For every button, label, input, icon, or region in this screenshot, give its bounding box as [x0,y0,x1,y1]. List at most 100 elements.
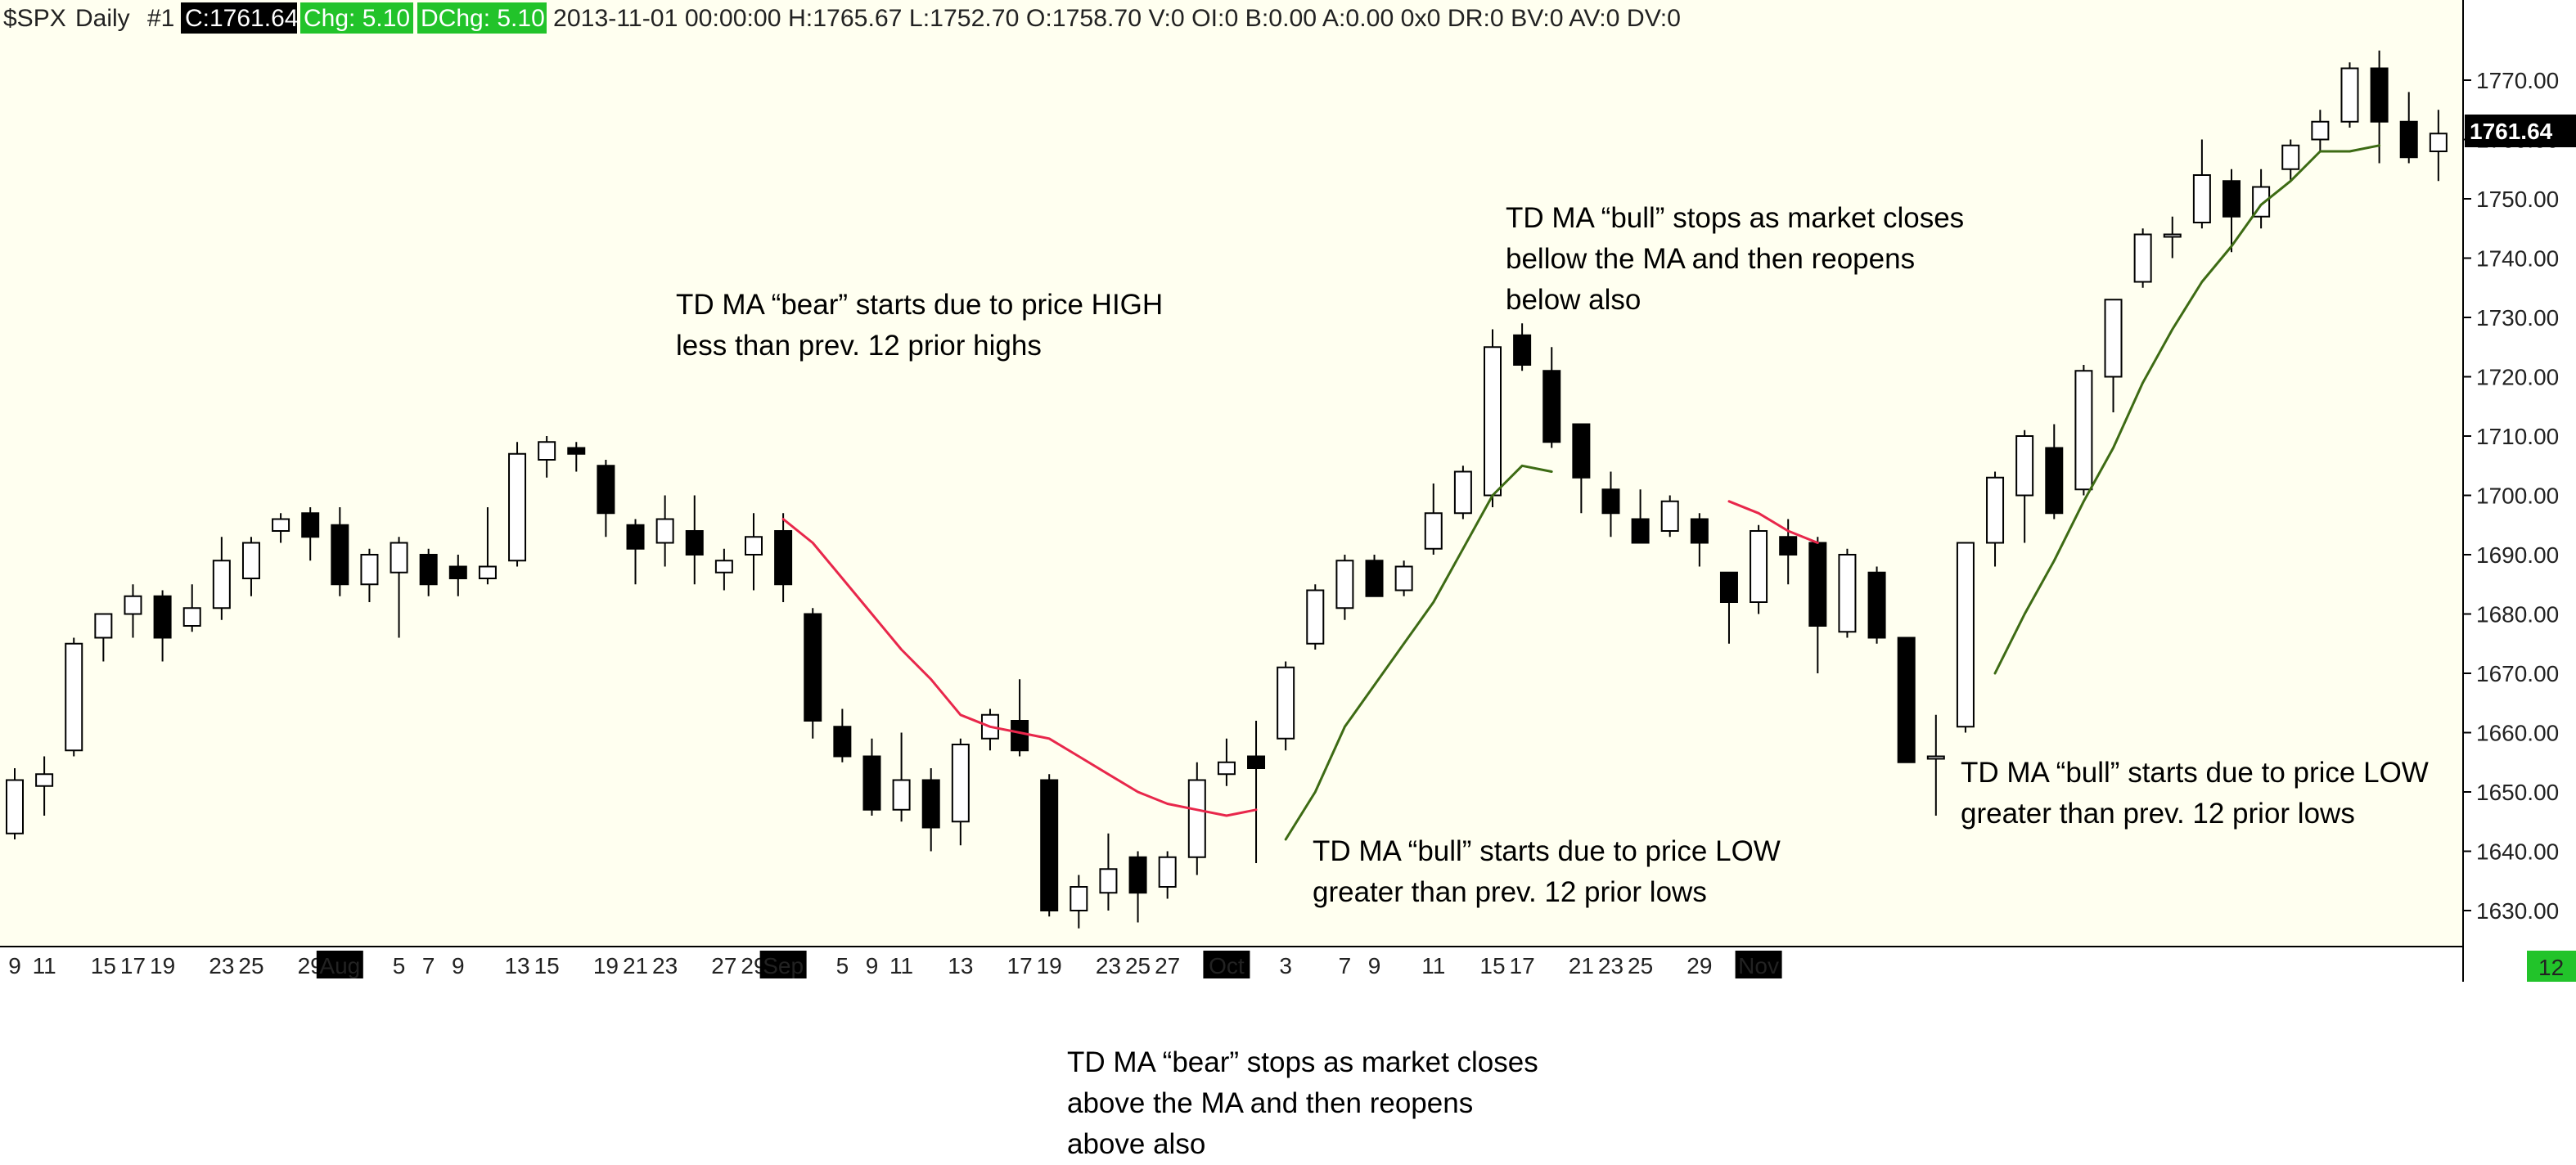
header-chart-no: #1 [147,5,174,32]
candle [212,537,231,620]
candle [1838,548,1857,638]
candle-body [419,554,438,586]
candle [1394,560,1413,596]
candle-body [65,642,83,752]
x-axis-background [0,947,2576,982]
candle [1453,466,1472,520]
candle-body [1453,470,1472,515]
candle-body [2163,233,2182,238]
note-bull-start-sep: TD MA “bull” starts due to price LOW gre… [1313,831,1781,913]
candle [1601,471,1620,538]
candle [1011,679,1029,757]
candle [65,637,83,757]
x-tick-label: 5 [393,953,406,978]
x-tick-label: 11 [889,953,913,978]
x-tick-label: 27 [1155,953,1180,978]
candle [2192,139,2211,229]
candle-body [272,518,290,532]
candle-body [1719,571,1738,603]
candle [2104,299,2123,412]
candle-body [597,465,615,515]
x-tick-label: 11 [33,953,56,978]
candle-body [1690,518,1709,544]
candle-body [1394,565,1413,591]
candle [301,507,320,561]
candle [1040,774,1059,917]
x-tick-label: 7 [422,953,435,978]
candle-body [1601,488,1620,515]
candle-body [774,530,793,586]
td-ma-line [1284,464,1553,841]
y-tick-label: 1670.00 [2476,661,2559,686]
candle [1306,584,1325,650]
header-symbol: $SPX [3,5,66,32]
candle-body [35,773,54,787]
candle-body [2133,233,2152,283]
candle [1750,524,1768,614]
candle [1867,566,1886,644]
note-line: TD MA “bull” starts due to price LOW [1313,835,1781,867]
candle-body [2015,435,2034,497]
candle [980,708,999,751]
candle-body [1128,856,1147,894]
y-tick-label: 1770.00 [2476,68,2559,93]
y-tick-label: 1730.00 [2476,305,2559,331]
y-tick-label: 1700.00 [2476,484,2559,509]
candle-body [448,565,467,579]
candle-body [1838,554,1857,633]
candle [390,537,408,638]
candle [921,768,940,852]
candle [272,513,290,543]
note-line: less than prev. 12 prior highs [676,330,1042,362]
candle-body [360,554,379,586]
candle [419,548,438,596]
candle [1897,636,1916,763]
candle-body [124,595,142,615]
x-tick-label: 11 [1421,953,1445,978]
candle-body [1986,476,2005,544]
candle-body [1897,636,1916,763]
candle [1070,875,1088,929]
last-price-tag: 1761.64 [2470,119,2553,144]
candle-body [2429,133,2448,152]
candle-body [1956,542,1975,728]
candle [1956,542,1975,733]
candle-body [1631,518,1650,544]
candle [1187,762,1206,875]
candle-body [745,536,763,556]
candle [1719,571,1738,644]
candle [360,548,379,602]
x-tick-label: 9 [1368,953,1381,978]
candle-body [833,726,852,758]
candle [331,507,349,596]
x-tick-label: Oct [1209,953,1245,978]
candle [478,507,497,585]
candle-body [478,565,497,579]
candle-body [1808,542,1827,627]
candle-body [1542,370,1561,443]
candle [1247,721,1266,863]
candle [2015,430,2034,543]
candle-body [1187,779,1206,858]
candle-body [2311,120,2330,141]
candle [655,495,674,567]
x-tick-label: 5 [836,953,849,978]
candle-body [94,613,113,639]
x-tick-label: 7 [1339,953,1352,978]
candle [862,738,881,816]
candle-body [390,542,408,574]
x-tick-highlight-bg [1735,951,1782,978]
candle-body [1926,755,1945,760]
candle [2133,228,2152,288]
candle-body [921,779,940,829]
note-bull-stop: TD MA “bull” stops as market closes bell… [1506,198,1964,321]
candle-body [153,595,172,639]
candle [1690,513,1709,567]
x-tick-highlight-bg [316,951,363,978]
candle [448,555,467,596]
x-tick-label: Sep [763,953,804,978]
x-tick-label: 27 [711,953,736,978]
dchg-tag-bg [417,2,547,34]
